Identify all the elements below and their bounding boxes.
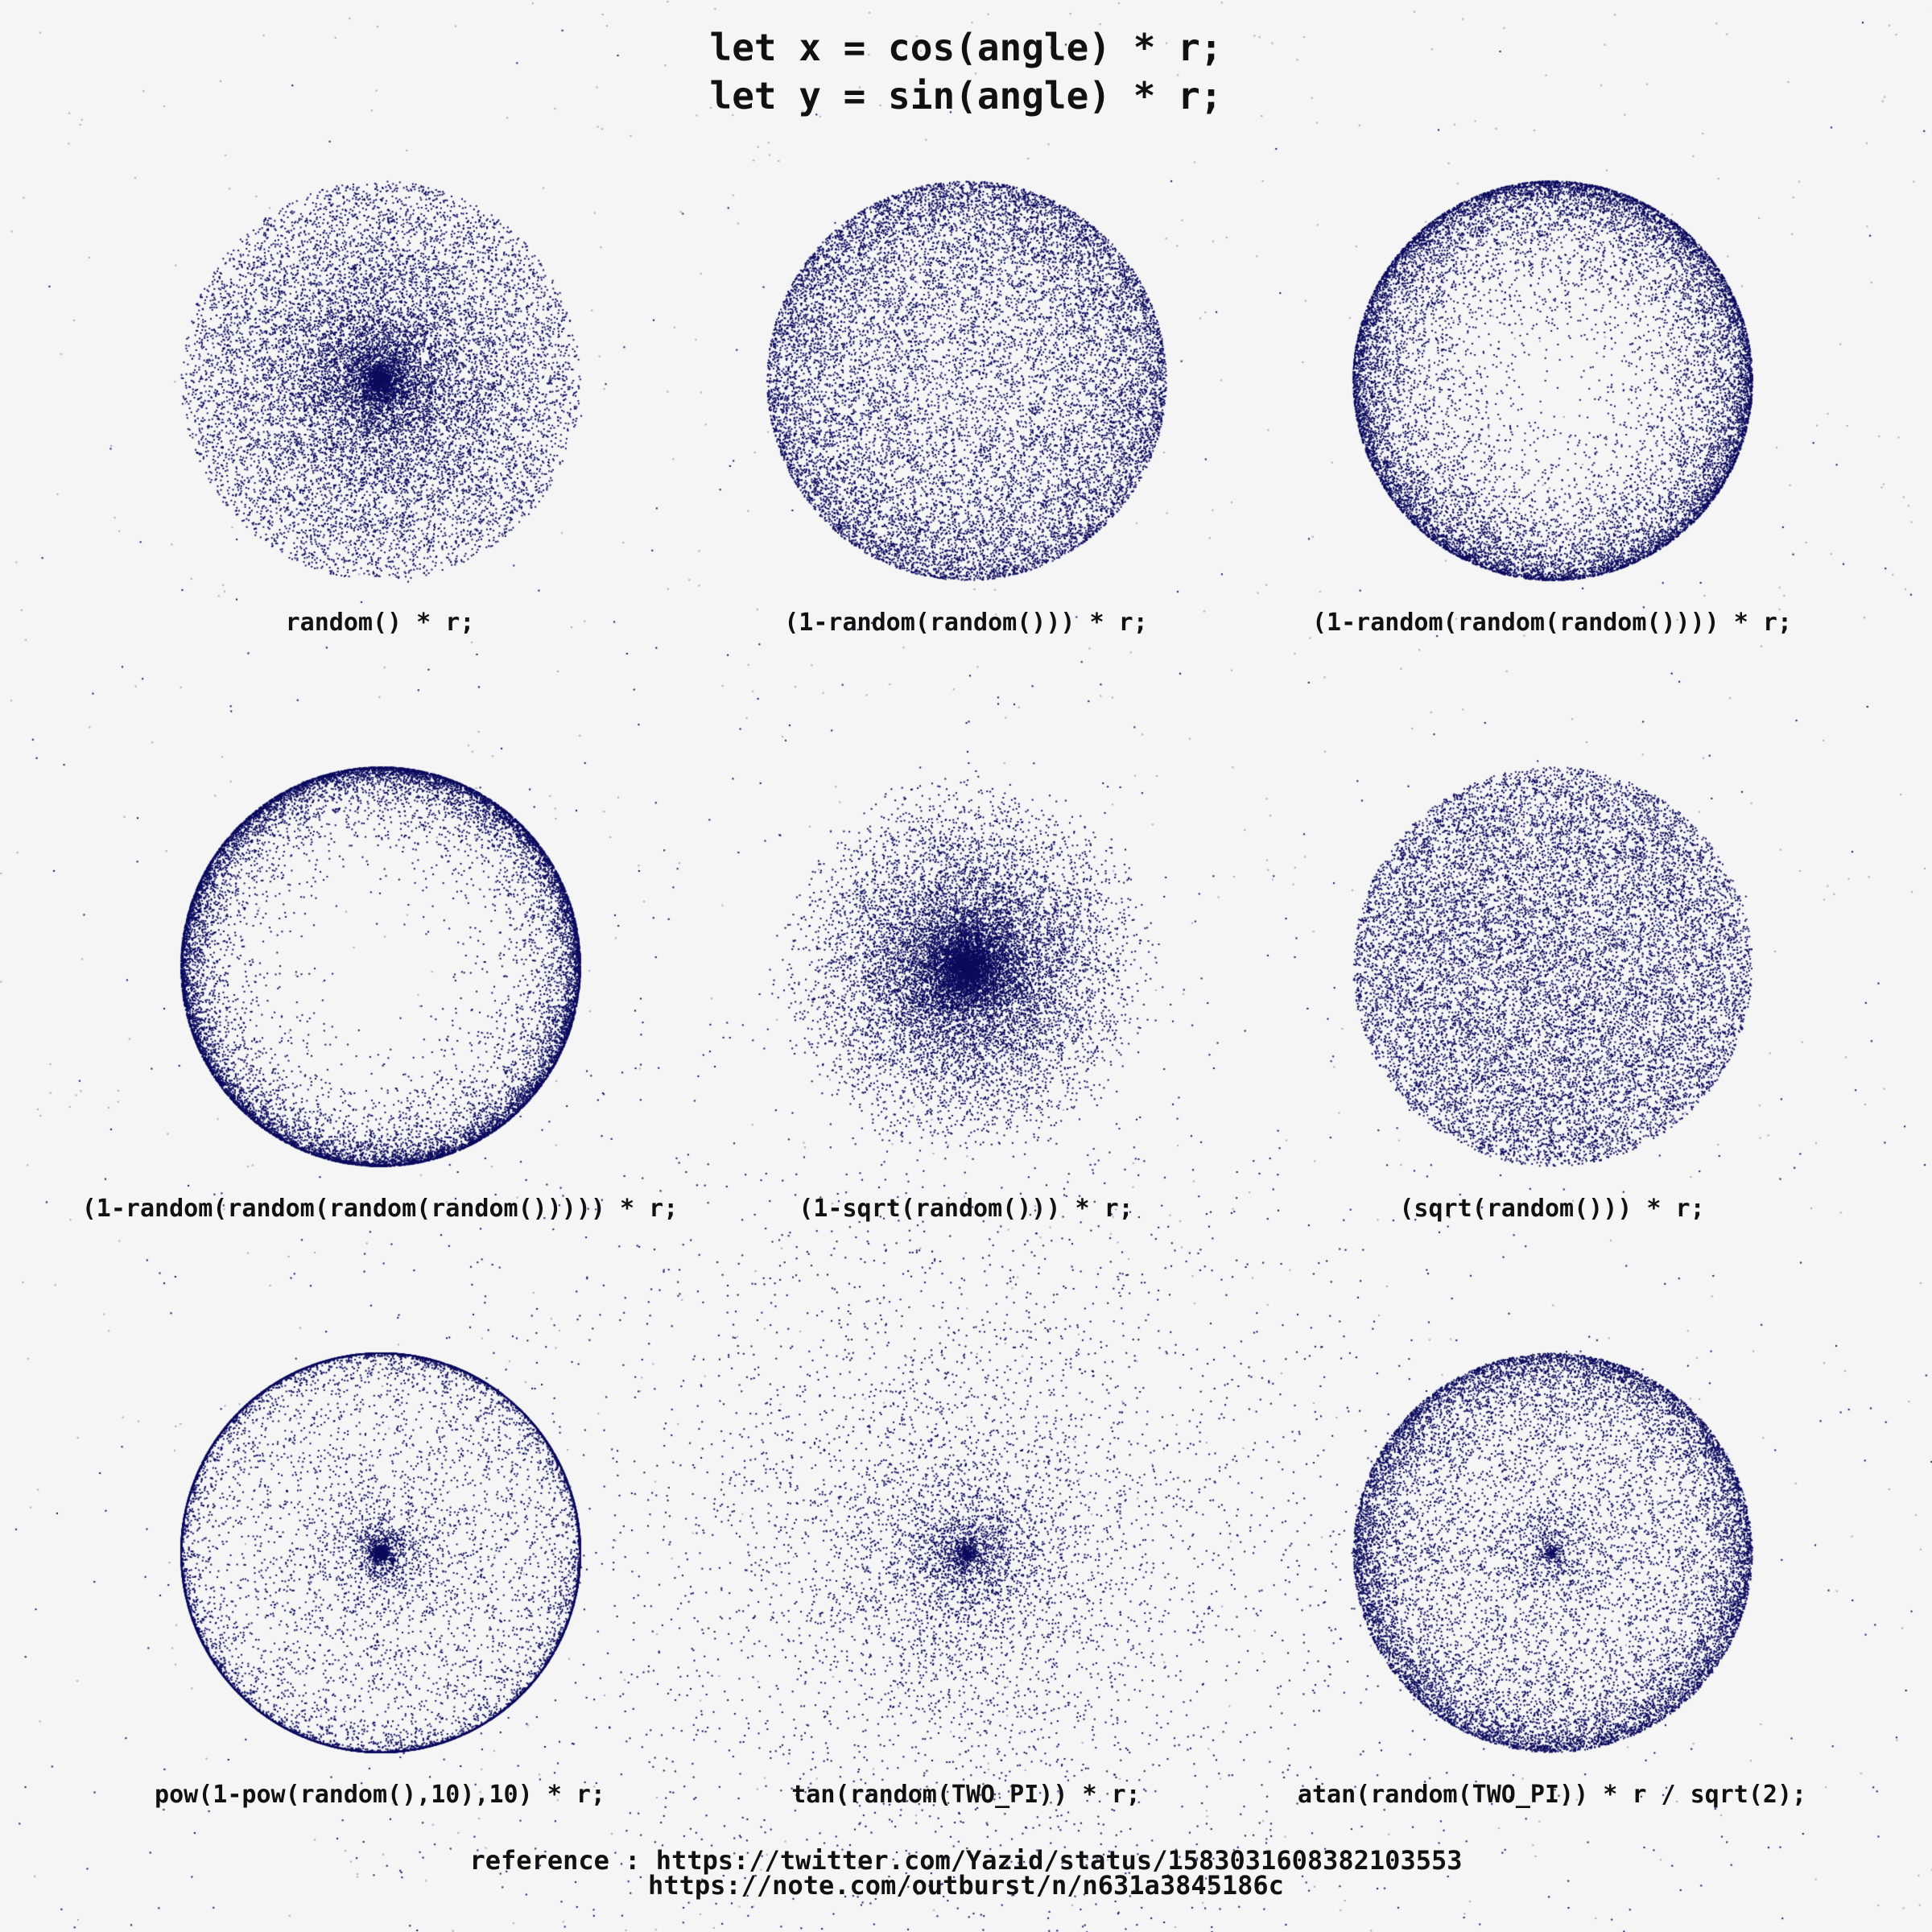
cell-label-random: random() * r; <box>285 609 475 637</box>
cell-label-one-minus-nested-3: (1-random(random(random()))) * r; <box>1311 609 1793 637</box>
cell-label-atan: atan(random(TWO_PI)) * r / sqrt(2); <box>1297 1781 1807 1809</box>
cell-label-pow-pow: pow(1-pow(random(),10),10) * r; <box>155 1781 605 1809</box>
title-line-1: let x = cos(angle) * r; <box>709 26 1223 69</box>
cell-label-one-minus-sqrt: (1-sqrt(random())) * r; <box>799 1195 1133 1223</box>
title-line-2: let y = sin(angle) * r; <box>709 74 1223 118</box>
reference-line-2: https://note.com/outburst/n/n631a3845186… <box>648 1870 1284 1901</box>
cell-label-one-minus-nested-2: (1-random(random())) * r; <box>784 609 1148 637</box>
cell-label-tan: tan(random(TWO_PI)) * r; <box>791 1781 1141 1809</box>
cell-label-one-minus-nested-4: (1-random(random(random(random())))) * r… <box>81 1195 679 1223</box>
reference-line-1: reference : https://twitter.com/Yazid/st… <box>469 1845 1463 1876</box>
cell-label-sqrt: (sqrt(random())) * r; <box>1399 1195 1705 1223</box>
